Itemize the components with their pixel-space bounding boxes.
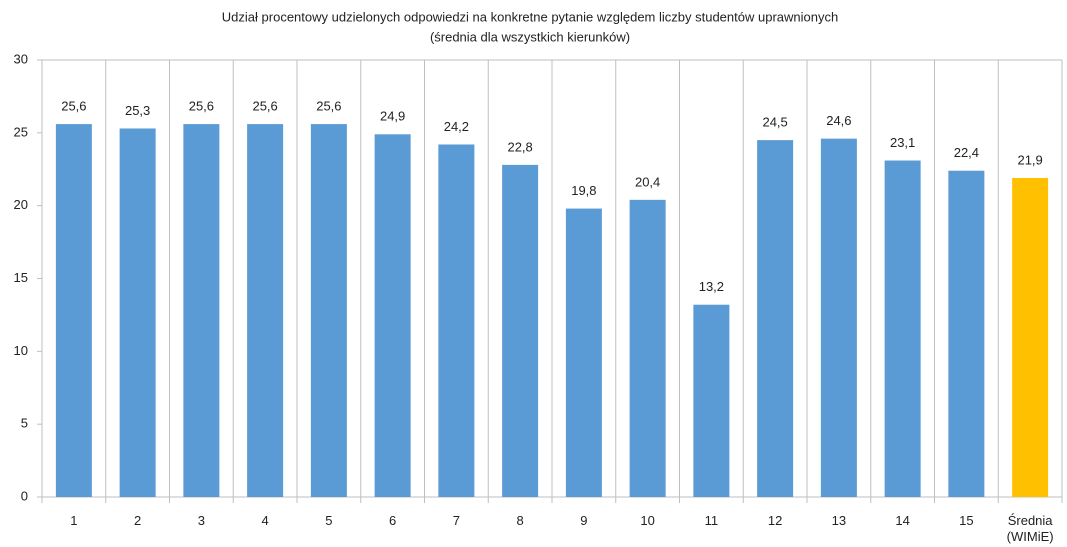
- chart-subtitle: (średnia dla wszystkich kierunków): [430, 29, 630, 44]
- x-tick-label: 8: [516, 513, 524, 528]
- value-label: 25,6: [189, 99, 214, 114]
- value-label-bg: [500, 136, 541, 157]
- value-label-bg: [691, 276, 732, 297]
- bar: [502, 164, 539, 497]
- x-tick-label: 14: [895, 513, 910, 528]
- value-label: 22,8: [507, 139, 532, 154]
- y-tick-label: 15: [14, 270, 28, 285]
- value-label: 25,3: [125, 103, 150, 118]
- x-tick-label: 10: [640, 513, 655, 528]
- value-label: 19,8: [571, 183, 596, 198]
- value-label: 25,6: [61, 99, 86, 114]
- bar: [629, 199, 666, 497]
- bar: [693, 304, 730, 497]
- bar: [884, 160, 921, 497]
- value-label-bg: [946, 142, 987, 163]
- value-label: 24,9: [380, 109, 405, 124]
- value-label: 13,2: [699, 279, 724, 294]
- x-tick-label: 2: [134, 513, 142, 528]
- x-tick-label: 12: [767, 513, 783, 528]
- value-label: 25,6: [316, 99, 341, 114]
- value-label: 24,2: [444, 119, 469, 134]
- value-label-bg: [53, 96, 94, 117]
- value-label-bg: [882, 132, 923, 153]
- y-tick-label: 0: [21, 488, 28, 503]
- bar: [438, 144, 475, 497]
- value-label: 23,1: [890, 135, 915, 150]
- value-label-bg: [1010, 149, 1051, 170]
- y-tick-label: 5: [21, 416, 28, 431]
- bar: [757, 140, 794, 497]
- x-tick-label: Średnia (WIMiE): [1006, 513, 1054, 544]
- bar: [820, 138, 857, 497]
- x-tick-label: 3: [197, 513, 205, 528]
- y-tick-label: 25: [14, 124, 28, 139]
- value-label-bg: [627, 171, 668, 192]
- value-label: 25,6: [252, 99, 277, 114]
- x-tick-label: 1: [70, 513, 78, 528]
- value-label: 24,5: [762, 115, 787, 130]
- value-label-bg: [755, 112, 796, 133]
- value-label-bg: [436, 116, 477, 137]
- value-label-bg: [308, 96, 349, 117]
- value-label: 22,4: [954, 145, 979, 160]
- bar: [183, 124, 220, 498]
- x-tick-label: 15: [959, 513, 974, 528]
- value-label: 20,4: [635, 174, 660, 189]
- bar: [119, 128, 156, 498]
- y-tick-label: 30: [14, 51, 28, 66]
- x-tick-label: 6: [389, 513, 397, 528]
- y-tick-label: 20: [14, 197, 28, 212]
- x-tick-label: 11: [704, 513, 719, 528]
- value-label-bg: [818, 110, 859, 131]
- value-label-bg: [117, 100, 158, 121]
- value-label-bg: [372, 106, 413, 127]
- bar: [565, 208, 602, 497]
- bar: [948, 170, 985, 497]
- value-label-bg: [245, 96, 286, 117]
- x-tick-label: 9: [580, 513, 588, 528]
- bar: [310, 124, 347, 498]
- value-label-bg: [181, 96, 222, 117]
- y-tick-label: 10: [14, 343, 28, 358]
- value-label: 24,6: [826, 113, 851, 128]
- bar: [55, 124, 92, 498]
- x-tick-label: 13: [831, 513, 847, 528]
- x-tick-label: 5: [325, 513, 333, 528]
- chart-title: Udział procentowy udzielonych odpowiedzi…: [222, 9, 838, 24]
- bar: [247, 124, 284, 498]
- x-tick-label: 7: [452, 513, 460, 528]
- value-label-bg: [563, 180, 604, 201]
- x-tick-label: 4: [261, 513, 269, 528]
- bar: [374, 134, 411, 498]
- value-label: 21,9: [1017, 152, 1042, 167]
- bar: [1012, 177, 1049, 498]
